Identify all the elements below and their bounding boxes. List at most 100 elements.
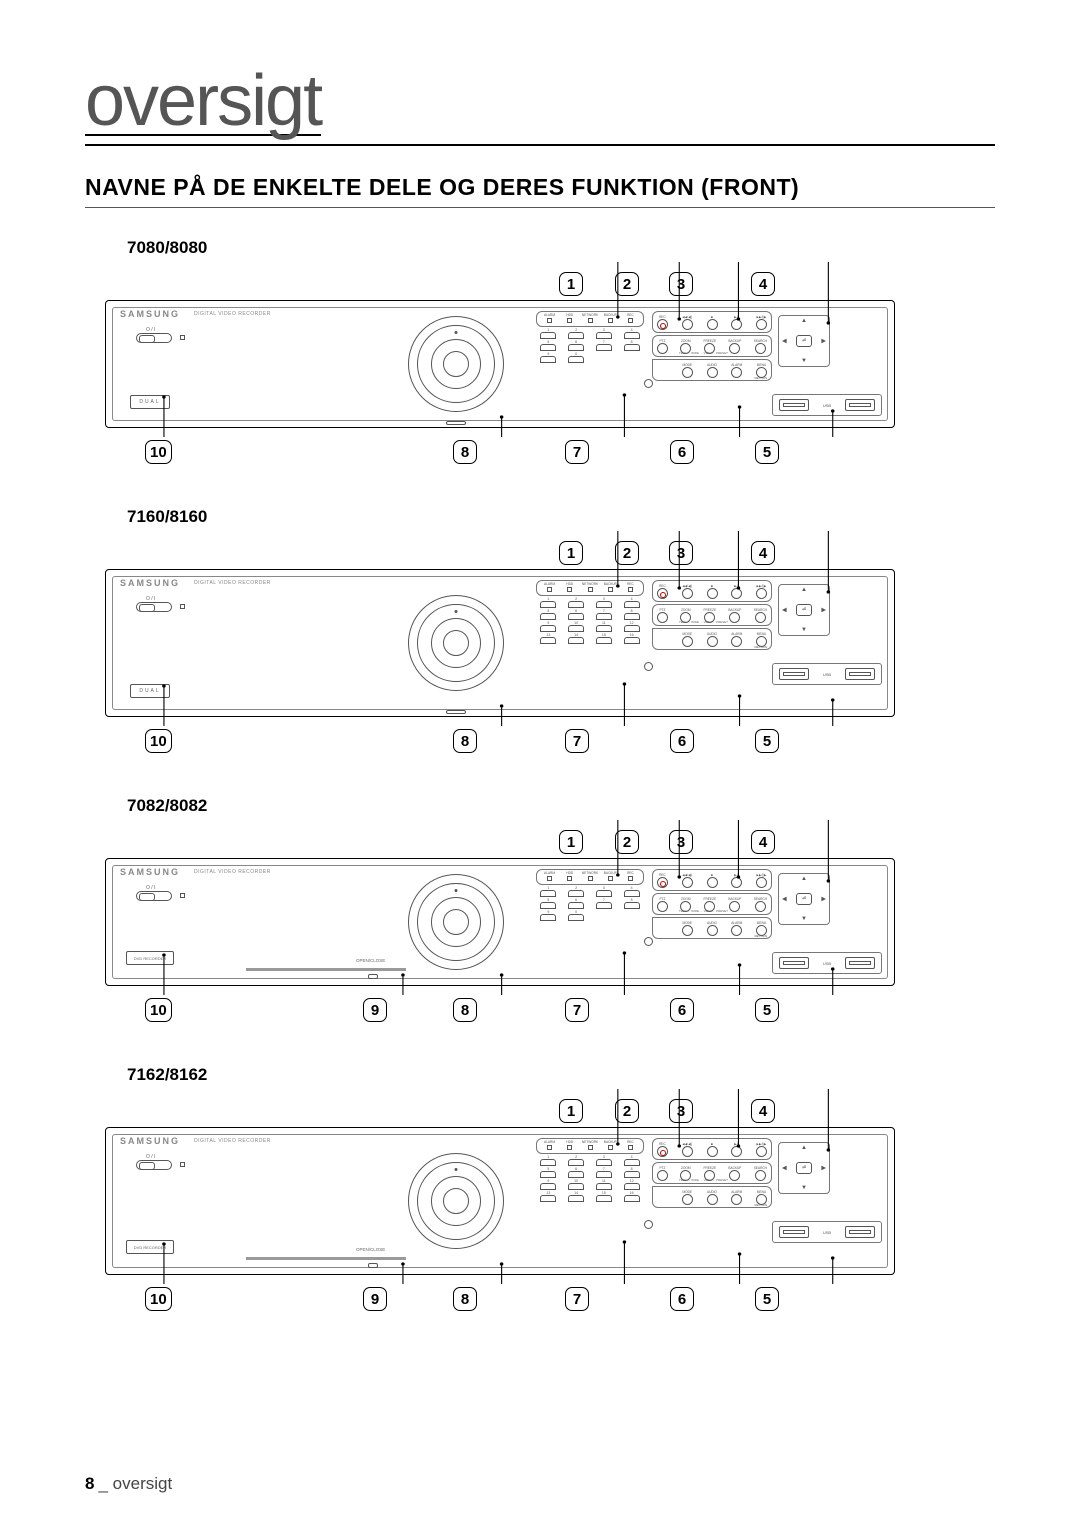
- callout-row: 1234: [85, 1099, 995, 1123]
- channel-grid: 12345678910111213141516: [536, 1155, 644, 1202]
- channel-btn: 16: [619, 1191, 644, 1202]
- status-led: REC: [621, 872, 640, 881]
- ctrl-row-1: REC◀◀/◀||■▶/||▶▶/||▶: [652, 580, 772, 602]
- callout-row: 1098765: [85, 998, 995, 1022]
- callout-4: 4: [751, 272, 775, 296]
- device-front-panel: SAMSUNGDIGITAL VIDEO RECORDERO / IDVD RE…: [105, 1127, 895, 1275]
- status-led: HDD: [560, 1141, 579, 1150]
- channel-btn: 10: [564, 1179, 589, 1190]
- jog-wheel-icon: [408, 595, 504, 691]
- channel-btn: 14: [564, 633, 589, 644]
- dpad-area: ▲▼ ◀▶ ⏎ USB: [772, 869, 882, 974]
- ctrl-btn: SEARCH: [754, 1166, 767, 1181]
- channel-btn: 7: [592, 340, 617, 351]
- dpad-area: ▲▼ ◀▶ ⏎ USB: [772, 311, 882, 416]
- usb-port-icon: [845, 668, 875, 680]
- device-diagram: 7160/81601234SAMSUNGDIGITAL VIDEO RECORD…: [85, 507, 995, 750]
- control-block: REC◀◀/◀||■▶/||▶▶/||▶PTZZOOMFREEZEBACKUPS…: [652, 869, 772, 941]
- power-led-icon: [180, 893, 185, 898]
- diagram-container: 7080/80801234SAMSUNGDIGITAL VIDEO RECORD…: [85, 238, 995, 1308]
- channel-grid: 1234567890..: [536, 328, 644, 363]
- callout-9: 9: [363, 1287, 387, 1311]
- ctrl-btn: BACKUP: [728, 339, 741, 354]
- enter-button: ⏎: [796, 604, 812, 616]
- ctrl-btn: ◀◀/◀||: [682, 315, 693, 330]
- callout-8: 8: [453, 440, 477, 464]
- eject-label: OPEN/CLOSE: [356, 958, 385, 963]
- callout-5: 5: [755, 998, 779, 1022]
- ctrl-btn: ◀◀/◀||: [682, 584, 693, 599]
- status-led: NETWORK: [581, 1141, 600, 1150]
- callout-3: 3: [669, 1099, 693, 1123]
- ctrl-btn: PTZ: [657, 608, 668, 623]
- channel-btn: 2: [564, 597, 589, 608]
- channel-btn: 5: [536, 340, 561, 351]
- channel-btn: 7: [592, 898, 617, 909]
- usb-port-icon: [845, 1226, 875, 1238]
- dpad-area: ▲▼ ◀▶ ⏎ USB: [772, 580, 882, 685]
- ctrl-btn: AUDIO: [707, 921, 718, 936]
- usb-row: USB: [772, 1221, 882, 1243]
- device-diagram: 7162/81621234SAMSUNGDIGITAL VIDEO RECORD…: [85, 1065, 995, 1308]
- ctrl-row-2: PTZZOOMFREEZEBACKUPSEARCHTELE ··· WIDE ·…: [652, 1162, 772, 1184]
- ctrl-btn: ◀◀/◀||: [682, 873, 693, 888]
- brand-label: SAMSUNG: [120, 578, 180, 588]
- callout-1: 1: [559, 272, 583, 296]
- channel-btn: 6: [564, 1167, 589, 1178]
- callout-6: 6: [670, 729, 694, 753]
- channel-btn: 0: [564, 910, 589, 921]
- callout-8: 8: [453, 998, 477, 1022]
- ctrl-btn: ■: [707, 1142, 718, 1157]
- callout-10: 10: [145, 1287, 172, 1311]
- ctrl-btn: ■: [707, 873, 718, 888]
- channel-btn: 7: [592, 1167, 617, 1178]
- ctrl-row-2: PTZZOOMFREEZEBACKUPSEARCHTELE ··· WIDE ·…: [652, 604, 772, 626]
- channel-btn: 5: [536, 1167, 561, 1178]
- callout-3: 3: [669, 272, 693, 296]
- callout-2: 2: [615, 1099, 639, 1123]
- status-led: ALARM: [540, 314, 559, 323]
- callout-2: 2: [615, 272, 639, 296]
- status-led: BACKUP: [601, 314, 620, 323]
- status-led: BACKUP: [601, 583, 620, 592]
- dpad-area: ▲▼ ◀▶ ⏎ USB: [772, 1138, 882, 1243]
- jog-notch-icon: [446, 710, 466, 714]
- dual-badge: DUAL: [130, 684, 170, 698]
- status-led: ALARM: [540, 583, 559, 592]
- callout-10: 10: [145, 998, 172, 1022]
- ctrl-btn: MODE: [682, 363, 693, 378]
- ctrl-btn: PTZ: [657, 1166, 668, 1181]
- callout-4: 4: [751, 830, 775, 854]
- eject-label: OPEN/CLOSE: [356, 1247, 385, 1252]
- channel-btn: 8: [619, 609, 644, 620]
- ctrl-row-2: PTZZOOMFREEZEBACKUPSEARCHTELE ··· WIDE ·…: [652, 893, 772, 915]
- channel-btn: 5: [536, 898, 561, 909]
- callout-3: 3: [669, 541, 693, 565]
- ctrl-btn: ALARM: [731, 632, 742, 647]
- callout-4: 4: [751, 1099, 775, 1123]
- dpad: ▲▼ ◀▶ ⏎: [778, 1142, 830, 1194]
- control-block: REC◀◀/◀||■▶/||▶▶/||▶PTZZOOMFREEZEBACKUPS…: [652, 311, 772, 383]
- ctrl-btn: PTZ: [657, 339, 668, 354]
- section-heading: NAVNE PÅ DE ENKELTE DELE OG DERES FUNKTI…: [85, 174, 995, 208]
- brand-label: SAMSUNG: [120, 1136, 180, 1146]
- callout-2: 2: [615, 541, 639, 565]
- ctrl-btn: ALARM: [731, 921, 742, 936]
- channel-btn: 4: [619, 328, 644, 339]
- ctrl-btn: ▶▶/||▶: [756, 584, 767, 599]
- callout-7: 7: [565, 998, 589, 1022]
- callout-8: 8: [453, 729, 477, 753]
- jog-wheel-icon: [408, 874, 504, 970]
- status-led: HDD: [560, 583, 579, 592]
- channel-grid: 12345678910111213141516: [536, 597, 644, 644]
- dvd-badge: DVD RECORDER: [126, 1240, 174, 1254]
- status-led-row: ALARMHDDNETWORKBACKUPREC: [536, 869, 644, 885]
- callout-row: 108765: [85, 729, 995, 753]
- ctrl-btn: MODE: [682, 921, 693, 936]
- channel-btn: 2: [564, 328, 589, 339]
- channel-btn: 3: [592, 597, 617, 608]
- channel-btn: 4: [619, 886, 644, 897]
- callout-3: 3: [669, 830, 693, 854]
- callout-4: 4: [751, 541, 775, 565]
- model-label: 7160/8160: [127, 507, 995, 527]
